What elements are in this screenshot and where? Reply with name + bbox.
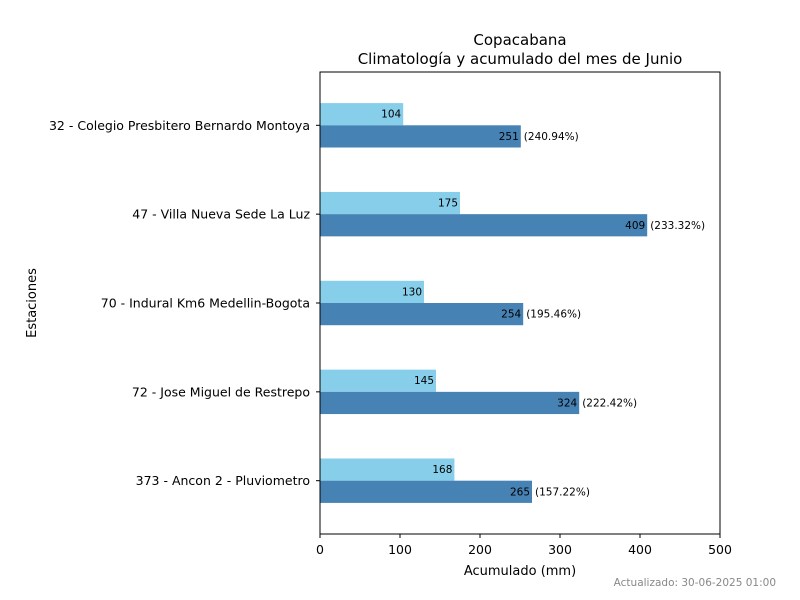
chart-title: Copacabana <box>473 31 566 49</box>
bar-series-2 <box>320 303 524 326</box>
bar-percent-label: (222.42%) <box>582 397 637 409</box>
bar-value-label: 168 <box>432 464 452 476</box>
x-tick-label: 300 <box>548 542 572 557</box>
bar-series-2 <box>320 214 648 237</box>
bar-value-label: 265 <box>510 486 530 498</box>
x-tick-label: 200 <box>468 542 492 557</box>
bar-series-1 <box>320 369 436 392</box>
y-tick-label: 32 - Colegio Presbitero Bernardo Montoya <box>49 118 310 133</box>
bar-series-2 <box>320 391 580 415</box>
bar-value-label: 145 <box>414 375 434 387</box>
y-tick-label: 72 - Jose Miguel de Restrepo <box>132 384 310 399</box>
y-tick-label: 70 - Indural Km6 Medellin-Bogota <box>101 296 310 311</box>
bar-value-label: 251 <box>499 131 519 143</box>
x-tick-label: 0 <box>316 542 324 557</box>
bar-value-label: 324 <box>557 397 577 409</box>
x-axis-label: Acumulado (mm) <box>464 564 576 579</box>
chart-subtitle: Climatología y acumulado del mes de Juni… <box>358 50 683 68</box>
x-tick-label: 500 <box>708 542 732 557</box>
y-tick-label: 47 - Villa Nueva Sede La Luz <box>132 207 310 222</box>
y-axis: 32 - Colegio Presbitero Bernardo Montoya… <box>49 118 320 488</box>
bar-series-1 <box>320 280 424 303</box>
bar-series-2 <box>320 125 521 148</box>
x-axis: 0 100 200 300 400 500 <box>316 534 732 557</box>
bar-percent-label: (233.32%) <box>650 220 705 232</box>
bar-series-1 <box>320 103 404 126</box>
plot-area: 104 251 (240.94%) 175 409 (233.32%) 130 254 (195… <box>320 103 705 503</box>
bar-series-1 <box>320 191 460 215</box>
y-tick-label: 373 - Ancon 2 - Pluviometro <box>136 473 310 488</box>
bar-value-label: 175 <box>438 198 458 210</box>
x-tick-label: 400 <box>628 542 652 557</box>
x-tick-label: 100 <box>388 542 412 557</box>
bar-value-label: 130 <box>402 286 422 298</box>
bar-series-1 <box>320 458 455 481</box>
bar-value-label: 409 <box>625 220 645 232</box>
bar-value-label: 104 <box>381 109 401 121</box>
bar-value-label: 254 <box>501 309 521 321</box>
bar-percent-label: (195.46%) <box>526 309 581 321</box>
bar-percent-label: (157.22%) <box>535 486 590 498</box>
y-axis-label: Estaciones <box>25 268 40 338</box>
bar-series-2 <box>320 480 532 503</box>
updated-timestamp: Actualizado: 30-06-2025 01:00 <box>614 577 776 589</box>
bar-percent-label: (240.94%) <box>524 131 579 143</box>
